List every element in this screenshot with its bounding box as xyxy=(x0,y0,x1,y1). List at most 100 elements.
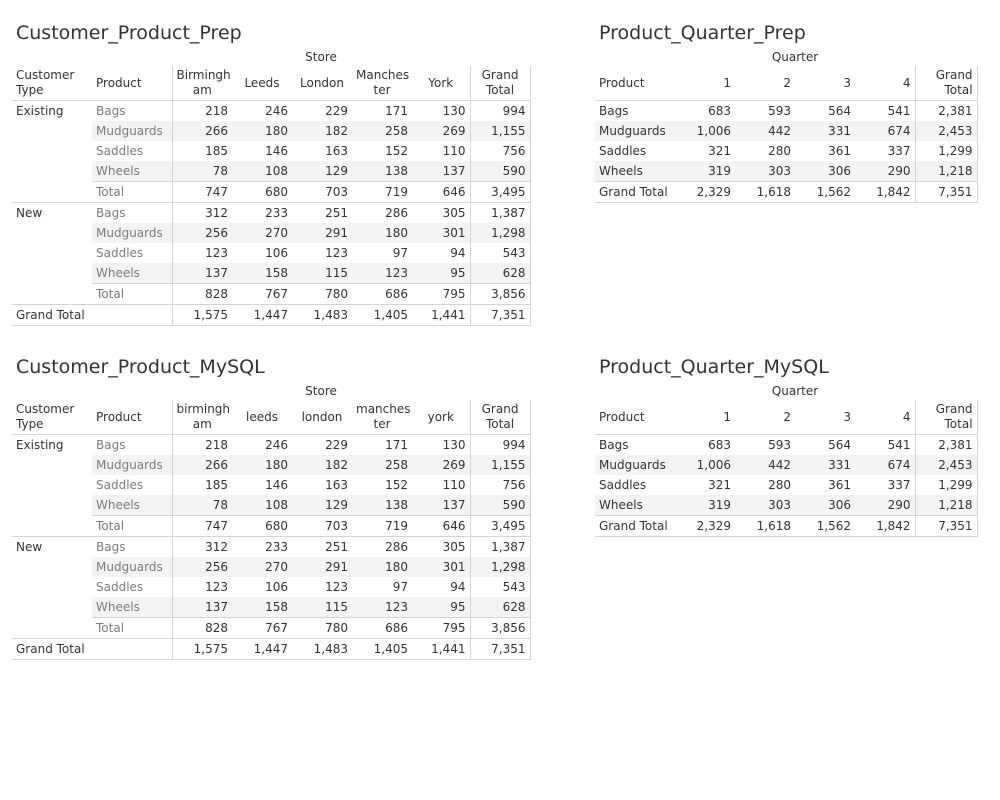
product-cell[interactable]: Saddles xyxy=(96,144,144,158)
table-row: Saddles 185 146 163 152 110 756 xyxy=(12,141,531,161)
header-quarter[interactable]: 4 xyxy=(855,66,916,101)
header-store[interactable]: manches ter xyxy=(352,400,412,435)
product-cell[interactable]: Bags xyxy=(96,438,126,452)
product-cell[interactable]: Saddles xyxy=(96,580,144,594)
header-quarter[interactable]: 2 xyxy=(735,66,795,101)
product-cell[interactable]: Wheels xyxy=(92,597,172,618)
value-cell: 564 xyxy=(828,104,851,118)
header-quarter[interactable]: 3 xyxy=(795,66,855,101)
grand-total-label[interactable]: Grand Total xyxy=(12,638,172,660)
product-cell[interactable]: Mudguards xyxy=(595,121,675,141)
product-cell[interactable]: Bags xyxy=(96,540,126,554)
header-store[interactable]: Leeds xyxy=(232,66,292,101)
customer-type-cell[interactable]: Existing xyxy=(12,434,92,537)
product-cell[interactable]: Bags xyxy=(599,104,629,118)
sheet-title: Product_Quarter_MySQL xyxy=(599,356,829,378)
customer-type-cell[interactable]: New xyxy=(12,202,92,305)
value-cell: 305 xyxy=(442,206,466,220)
header-store[interactable]: leeds xyxy=(232,400,292,435)
product-cell[interactable]: Bags xyxy=(96,206,126,220)
header-quarter[interactable]: 4 xyxy=(855,400,916,435)
spacer xyxy=(915,382,977,400)
product-cell[interactable]: Saddles xyxy=(96,478,144,492)
header-product[interactable]: Product xyxy=(595,400,675,435)
value-cell: 78 xyxy=(171,161,232,182)
subtotal-cell: 719 xyxy=(352,515,412,537)
grand-total-cell: 1,218 xyxy=(914,161,978,182)
subtotal-label[interactable]: Total xyxy=(92,283,172,305)
product-cell[interactable]: Mudguards xyxy=(92,121,172,141)
header-product[interactable]: Product xyxy=(595,66,675,101)
grand-total-label[interactable]: Grand Total xyxy=(595,515,675,537)
header-quarter[interactable]: 2 xyxy=(735,400,795,435)
value-cell: 319 xyxy=(675,495,735,516)
header-grand-total[interactable]: Grand Total xyxy=(914,400,978,435)
spacer xyxy=(92,48,172,66)
sheet-customer-product-mysql: Customer_Product_MySQL Store Customer Type… xyxy=(12,352,531,660)
header-quarter[interactable]: 3 xyxy=(795,400,855,435)
column-group-header: Store xyxy=(305,50,337,64)
header-customer-type[interactable]: Customer Type xyxy=(12,66,92,101)
product-cell[interactable]: Wheels xyxy=(92,495,172,516)
product-cell[interactable]: Saddles xyxy=(599,478,647,492)
product-cell[interactable]: Saddles xyxy=(96,246,144,260)
header-store[interactable]: york xyxy=(412,400,471,435)
product-cell[interactable]: Wheels xyxy=(92,263,172,284)
subtotal-cell: 767 xyxy=(232,617,292,639)
table-row: Saddles 185 146 163 152 110 756 xyxy=(12,475,531,495)
value-cell: 108 xyxy=(232,161,292,182)
header-store[interactable]: london xyxy=(292,400,352,435)
grand-total-cell: 1,387 xyxy=(469,536,531,557)
grand-total-value: 1,441 xyxy=(412,638,471,660)
header-grand-total[interactable]: Grand Total xyxy=(469,400,531,435)
grand-total-value: 1,405 xyxy=(352,304,412,326)
header-store[interactable]: Birmingh am xyxy=(171,66,232,101)
grand-total-label[interactable]: Grand Total xyxy=(595,181,675,203)
value-cell: 541 xyxy=(887,104,911,118)
column-group-header-row: Quarter xyxy=(595,382,977,400)
subtotal-label[interactable]: Total xyxy=(92,181,172,203)
product-cell[interactable]: Mudguards xyxy=(595,455,675,475)
product-cell[interactable]: Mudguards xyxy=(92,223,172,243)
product-cell[interactable]: Wheels xyxy=(92,161,172,182)
customer-type-cell[interactable]: Existing xyxy=(12,100,92,203)
grand-total-value: 1,447 xyxy=(232,638,292,660)
product-cell[interactable]: Wheels xyxy=(595,161,675,182)
value-cell: 258 xyxy=(352,455,412,475)
subtotal-label[interactable]: Total xyxy=(92,515,172,537)
grand-total-total: 7,351 xyxy=(914,181,978,203)
value-cell: 270 xyxy=(232,223,292,243)
value-cell: 674 xyxy=(855,121,916,141)
customer-type-cell[interactable]: New xyxy=(12,536,92,639)
header-product[interactable]: Product xyxy=(92,66,172,101)
header-product[interactable]: Product xyxy=(92,400,172,435)
product-cell[interactable]: Wheels xyxy=(595,495,675,516)
product-cell[interactable]: Saddles xyxy=(599,144,647,158)
grand-total-cell: 590 xyxy=(469,495,531,516)
header-customer-type[interactable]: Customer Type xyxy=(12,400,92,435)
value-cell: 593 xyxy=(768,104,791,118)
subtotal-cell: 680 xyxy=(232,181,292,203)
value-cell: 290 xyxy=(855,161,916,182)
product-cell[interactable]: Mudguards xyxy=(92,557,172,577)
table-row: Bags 683 593 564 541 2,381 xyxy=(595,100,978,121)
grand-total-value: 1,483 xyxy=(292,638,352,660)
value-cell: 108 xyxy=(232,495,292,516)
grand-total-value: 1,575 xyxy=(171,638,232,660)
product-cell[interactable]: Mudguards xyxy=(92,455,172,475)
grand-total-label[interactable]: Grand Total xyxy=(12,304,172,326)
product-cell[interactable]: Bags xyxy=(599,438,629,452)
header-store[interactable]: birmingh am xyxy=(171,400,232,435)
header-quarter[interactable]: 1 xyxy=(675,66,735,101)
header-store[interactable]: London xyxy=(292,66,352,101)
value-cell: 331 xyxy=(795,455,855,475)
header-store[interactable]: York xyxy=(412,66,471,101)
value-cell: 270 xyxy=(232,557,292,577)
header-store[interactable]: Manches ter xyxy=(352,66,412,101)
header-quarter[interactable]: 1 xyxy=(675,400,735,435)
header-grand-total[interactable]: Grand Total xyxy=(469,66,531,101)
header-grand-total[interactable]: Grand Total xyxy=(914,66,978,101)
value-cell: 152 xyxy=(385,478,408,492)
subtotal-label[interactable]: Total xyxy=(92,617,172,639)
product-cell[interactable]: Bags xyxy=(96,104,126,118)
